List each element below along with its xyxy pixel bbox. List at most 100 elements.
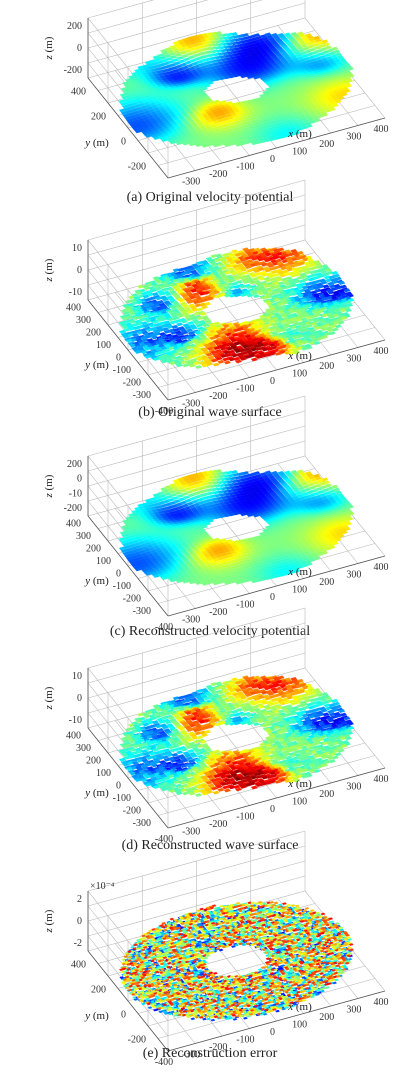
surface-mesh — [118, 900, 355, 1022]
y-tick-label: -200 — [123, 377, 141, 388]
x-tick-label: 200 — [319, 577, 334, 588]
surface-mesh — [118, 675, 355, 798]
z-tick-label: -200 — [64, 503, 82, 514]
y-axis-label: y (m) — [84, 1010, 109, 1022]
x-tick-label: -100 — [236, 600, 254, 611]
x-tick-label: -100 — [236, 812, 254, 823]
z-tick-label: -2 — [74, 938, 82, 949]
x-tick-label: 400 — [374, 124, 389, 135]
x-tick-label: 200 — [319, 789, 334, 800]
y-tick-label: 300 — [76, 531, 91, 542]
y-tick-label: 200 — [91, 112, 106, 123]
x-tick-label: -200 — [209, 819, 227, 830]
y-tick-label: 200 — [86, 327, 101, 338]
x-tick-label: 200 — [319, 1012, 334, 1023]
x-tick-label: -200 — [209, 607, 227, 618]
x-axis-label: x (m) — [287, 566, 312, 578]
y-tick-label: 200 — [86, 543, 101, 554]
y-tick-label: -300 — [133, 390, 151, 401]
y-tick-label: 0 — [121, 1010, 126, 1021]
y-tick-label: 0 — [116, 568, 121, 579]
x-tick-label: 0 — [270, 154, 275, 165]
figure-caption: (c) Reconstructed velocity potential — [109, 624, 311, 639]
surface-plot: -400-300-200-100010020030040040030020010… — [43, 607, 389, 845]
x-tick-label: -300 — [182, 827, 200, 838]
z-tick-label: 10 — [72, 671, 82, 682]
x-tick-label: 0 — [270, 1027, 275, 1038]
x-tick-label: 400 — [374, 562, 389, 573]
z-tick-label: 0 — [77, 265, 82, 276]
z-axis-label: z (m) — [43, 258, 55, 282]
x-tick-label: 100 — [292, 369, 307, 380]
y-tick-label: -200 — [123, 593, 141, 604]
y-tick-label: 400 — [71, 87, 86, 98]
x-tick-label: 300 — [346, 132, 361, 143]
y-tick-label: -300 — [133, 606, 151, 617]
x-tick-label: 100 — [292, 1020, 307, 1031]
z-tick-label: 2 — [77, 894, 82, 905]
y-axis-label: y (m) — [84, 575, 109, 587]
x-tick-label: 400 — [374, 346, 389, 357]
x-tick-label: 0 — [270, 592, 275, 603]
surface-panel: -400 -300 -200 -100 0 100 200 300 400 400 300 200 10… — [0, 395, 420, 653]
x-tick-label: 300 — [346, 570, 361, 581]
x-tick-label: -100 — [236, 162, 254, 173]
figure-caption: (b) Original wave surface — [138, 405, 282, 420]
y-tick-label: -300 — [133, 818, 151, 829]
z-axis-label: z (m) — [43, 686, 55, 710]
surface-panel: -300 -200 -100 0 100 200 300 400 400 200 0 -200 200 0… — [0, 0, 420, 215]
x-tick-label: -200 — [209, 169, 227, 180]
z-tick-label: 0 — [77, 43, 82, 54]
surface-plot: -300 -200 -100 0 100 200 300 400 400 200 0 -200 200 0… — [43, 0, 389, 188]
y-axis-label: y (m) — [84, 787, 109, 799]
z-tick-label: 200 — [67, 459, 82, 470]
figure-caption: (d) Reconstructed wave surface — [121, 838, 299, 853]
x-axis-label: x (m) — [287, 128, 312, 140]
tick-labels: -400-300-200-100010020030040040030020010… — [64, 459, 389, 633]
x-tick-label: 300 — [346, 354, 361, 365]
surface-plot: -400-300-200-100010020030040040030020010… — [43, 395, 389, 633]
y-tick-label: 0 — [116, 352, 121, 363]
y-tick-label: -200 — [128, 1035, 146, 1046]
z-axis-label: z (m) — [43, 909, 55, 933]
x-axis-label: x (m) — [287, 778, 312, 790]
x-tick-label: 200 — [319, 361, 334, 372]
surface-plot: -400 -300 -200 -100 0 100 200 300 400 400 200 0 -200… — [43, 830, 389, 1068]
y-tick-label: -100 — [113, 365, 131, 376]
y-tick-label: 100 — [96, 340, 111, 351]
tick-labels: -400-300-200-100010020030040040030020010… — [66, 243, 389, 417]
y-tick-label: -100 — [113, 793, 131, 804]
figure-caption: (e) Reconstruction error — [142, 1046, 278, 1061]
surface-panel: -400 -300 -200 -100 0 100 200 300 400 400 300 200 10… — [0, 179, 420, 432]
y-tick-label: -200 — [123, 805, 141, 816]
x-tick-label: 100 — [292, 585, 307, 596]
tick-labels: -400 -300 -200 -100 0 100 200 300 400 400 200 0 -200… — [71, 881, 389, 1068]
x-tick-label: -400 — [155, 834, 173, 845]
figure-caption: (a) Original velocity potential — [126, 190, 294, 205]
z-tick-label: 0 — [77, 916, 82, 927]
x-tick-label: 0 — [270, 376, 275, 387]
z-axis-label: z (m) — [43, 36, 55, 60]
x-tick-label: -300 — [182, 615, 200, 626]
z-tick-label: 0 — [77, 693, 82, 704]
x-tick-label: 300 — [346, 782, 361, 793]
x-tick-label: -200 — [209, 1042, 227, 1053]
x-tick-label: -400 — [155, 622, 173, 633]
x-tick-label: 100 — [292, 797, 307, 808]
tick-labels: -300 -200 -100 0 100 200 300 400 400 200 0 -200 200 0… — [64, 21, 389, 188]
x-tick-label: 400 — [374, 774, 389, 785]
x-tick-label: -300 — [182, 177, 200, 188]
x-tick-label: 400 — [374, 997, 389, 1008]
x-tick-label: -100 — [236, 384, 254, 395]
y-tick-label: -100 — [113, 581, 131, 592]
z-multiplier-label: ×10⁻⁴ — [90, 881, 115, 892]
surface-plot: -400-300-200-100010020030040040030020010… — [43, 179, 389, 417]
x-tick-label: -400 — [155, 406, 173, 417]
y-tick-label: 400 — [66, 730, 81, 741]
y-tick-label: 400 — [66, 518, 81, 529]
x-tick-label: -400 — [155, 1057, 173, 1068]
x-tick-label: 200 — [319, 139, 334, 150]
y-tick-label: 100 — [96, 768, 111, 779]
y-tick-label: 400 — [71, 960, 86, 971]
surface-panel: -400 -300 -200 -100 0 100 200 300 400 400 300 200 10… — [0, 607, 420, 868]
